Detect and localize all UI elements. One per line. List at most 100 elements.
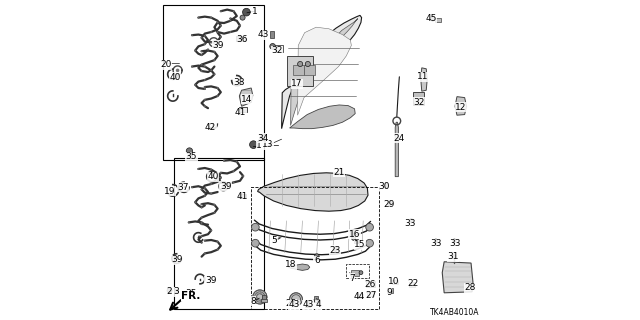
Text: 7: 7 [349,274,355,283]
Text: 29: 29 [383,200,394,209]
Circle shape [242,175,244,177]
Circle shape [233,170,235,172]
Circle shape [204,252,206,254]
Text: 14: 14 [241,95,253,104]
Circle shape [186,148,193,154]
Text: 19: 19 [164,187,175,196]
Circle shape [214,59,215,61]
Polygon shape [239,88,253,106]
Circle shape [176,68,179,72]
Circle shape [204,35,206,37]
Bar [409,282,415,287]
Circle shape [243,8,250,16]
Circle shape [197,168,200,170]
Text: 34: 34 [257,134,269,143]
Circle shape [204,187,206,189]
Bar [305,305,310,307]
Bar [187,155,192,158]
Text: 27: 27 [365,291,376,300]
Text: 1: 1 [252,7,257,16]
Circle shape [230,20,232,22]
Circle shape [191,34,193,36]
Text: 26: 26 [365,280,376,289]
Bar [270,31,274,38]
Text: 40: 40 [170,73,181,82]
Circle shape [201,188,202,190]
Bar [292,300,295,306]
Text: 43: 43 [302,300,314,309]
Circle shape [216,249,219,251]
Text: 39: 39 [220,182,231,191]
Circle shape [221,184,225,188]
Circle shape [359,271,363,275]
Text: 35: 35 [186,289,197,298]
Circle shape [201,54,202,56]
Bar [350,230,354,234]
Text: 6: 6 [314,256,319,265]
Circle shape [260,135,266,141]
Circle shape [204,79,206,81]
Text: 24: 24 [394,134,405,143]
Bar [174,289,178,292]
Text: 39: 39 [205,276,216,285]
Bar [354,239,358,243]
Text: 39: 39 [212,41,224,50]
Circle shape [220,181,222,183]
Circle shape [230,31,232,33]
Circle shape [216,21,219,23]
Circle shape [452,255,456,259]
Text: TK4AB4010A: TK4AB4010A [430,308,479,317]
Circle shape [191,186,193,188]
Text: 15: 15 [355,240,365,249]
Circle shape [252,223,259,231]
Circle shape [197,17,200,19]
Text: 11: 11 [417,72,429,81]
Circle shape [201,221,202,223]
Text: 31: 31 [447,252,458,261]
Circle shape [201,223,202,225]
Circle shape [201,64,202,66]
Text: FR.: FR. [181,291,200,301]
Bar [314,296,318,300]
Text: 12: 12 [455,103,467,112]
Polygon shape [258,173,368,211]
Text: 42: 42 [205,123,216,132]
Polygon shape [298,27,351,115]
Text: 23: 23 [330,246,341,255]
Text: 4: 4 [316,300,321,309]
Circle shape [333,247,338,251]
Circle shape [387,201,392,206]
Bar [287,56,313,86]
Text: 41: 41 [235,108,246,117]
Circle shape [210,17,212,19]
Circle shape [191,66,193,68]
Bar [174,158,264,309]
Circle shape [201,70,202,72]
Circle shape [201,242,202,244]
Text: 10: 10 [388,277,399,286]
Bar [304,65,316,75]
Bar [367,292,374,296]
Bar [307,300,310,306]
Bar [251,187,380,309]
Text: 5: 5 [271,236,277,245]
Text: 28: 28 [465,284,476,292]
Bar [366,281,375,287]
Circle shape [210,169,212,171]
Text: 41: 41 [237,192,248,201]
Circle shape [204,240,206,242]
Text: 39: 39 [171,255,182,264]
Bar [291,305,296,307]
Circle shape [201,37,202,39]
Text: 33: 33 [430,239,442,248]
Bar [236,36,246,41]
Circle shape [214,51,215,53]
Circle shape [233,181,235,183]
Circle shape [167,288,172,293]
Circle shape [204,105,206,107]
Text: 13: 13 [262,140,274,149]
Text: 45: 45 [426,14,437,23]
Text: 36: 36 [236,35,247,44]
Bar [351,270,359,276]
Text: 32: 32 [413,98,424,107]
